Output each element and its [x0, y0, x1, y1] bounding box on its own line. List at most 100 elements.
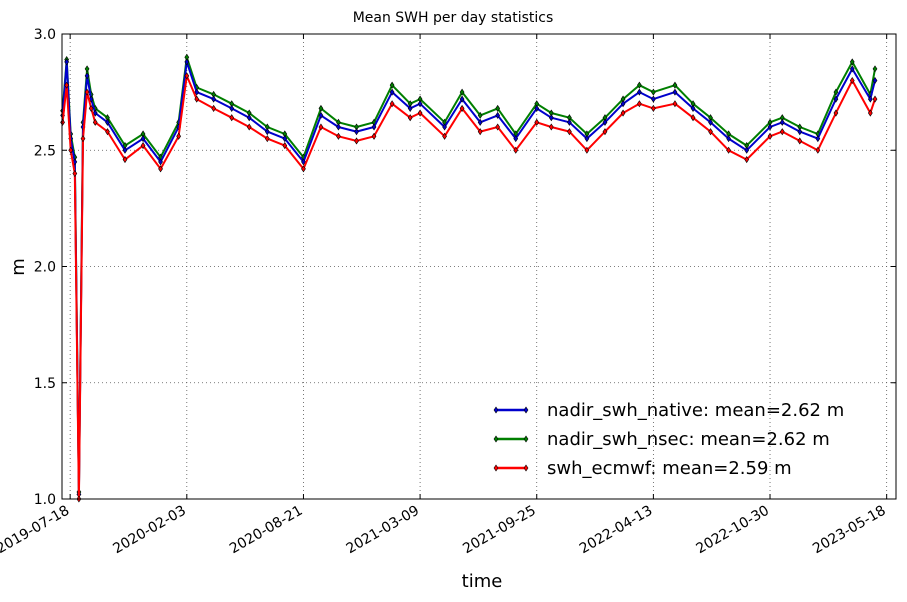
series-marker	[620, 109, 626, 117]
series-marker	[336, 132, 341, 140]
series-marker	[184, 72, 190, 80]
series-marker	[833, 109, 839, 117]
series-marker	[797, 128, 803, 136]
series-marker	[92, 118, 98, 126]
y-tick-label: 3.0	[34, 27, 56, 43]
x-tick-label: 2021-03-09	[344, 503, 422, 558]
series-marker	[318, 104, 324, 112]
series-marker	[88, 95, 94, 103]
series-marker	[417, 100, 423, 108]
series-marker	[318, 111, 324, 119]
legend-marker	[493, 464, 499, 472]
legend-marker	[493, 406, 499, 414]
series-marker	[548, 114, 554, 122]
series-marker	[602, 128, 608, 136]
series-marker	[651, 88, 656, 96]
series-marker	[301, 165, 306, 173]
y-tick-label: 2.0	[34, 260, 56, 276]
series-marker	[407, 114, 413, 122]
series-marker	[534, 104, 540, 112]
x-tick-label: 2021-09-25	[460, 503, 538, 558]
series-marker	[513, 146, 519, 154]
series-marker	[767, 123, 773, 131]
series-marker	[336, 123, 341, 131]
series-marker	[779, 128, 785, 136]
series-marker	[229, 114, 235, 122]
series-marker	[354, 137, 359, 145]
series-marker	[567, 128, 572, 136]
series-marker	[495, 111, 501, 119]
series-marker	[105, 118, 110, 126]
series-marker	[417, 109, 423, 117]
series-marker	[620, 100, 626, 108]
y-axis-title: m	[8, 258, 29, 276]
series-marker	[708, 118, 713, 126]
series-marker	[584, 146, 590, 154]
series-marker	[92, 109, 98, 117]
legend-label: nadir_swh_nsec: mean=2.62 m	[547, 429, 830, 450]
series-marker	[849, 58, 855, 66]
x-tick-label: 2023-05-18	[810, 503, 888, 558]
series-marker	[672, 88, 678, 96]
series-marker	[726, 146, 731, 154]
series-marker	[105, 128, 110, 136]
series-line	[61, 56, 876, 493]
series-marker	[495, 123, 501, 131]
series-marker	[872, 95, 878, 103]
series-marker	[602, 118, 608, 126]
series-marker	[88, 104, 94, 112]
series-marker	[584, 135, 590, 143]
series-marker	[60, 118, 65, 126]
series-marker	[211, 95, 216, 103]
series-marker	[64, 58, 70, 66]
series-marker	[354, 128, 359, 136]
series-marker	[690, 104, 696, 112]
series-marker	[672, 100, 678, 108]
legend-label: swh_ecmwf: mean=2.59 m	[547, 458, 792, 479]
series-marker	[513, 135, 519, 143]
series-marker	[318, 123, 324, 131]
series-marker	[140, 135, 146, 143]
series-marker	[158, 165, 163, 173]
series-marker	[744, 146, 750, 154]
x-tick-label: 2022-10-30	[694, 503, 772, 558]
series-marker	[122, 146, 128, 154]
series-marker	[651, 95, 656, 103]
series-marker	[797, 137, 803, 145]
series-marker	[708, 128, 713, 136]
series-marker	[534, 118, 540, 126]
series-marker	[548, 123, 554, 131]
series-marker	[477, 111, 483, 119]
series-marker	[767, 132, 773, 140]
series-marker	[690, 114, 696, 122]
series-marker	[301, 158, 306, 166]
series-marker	[158, 158, 163, 166]
series-marker	[651, 104, 656, 112]
series-marker	[407, 104, 413, 112]
series-marker	[815, 146, 821, 154]
series-marker	[442, 123, 447, 131]
x-tick-label: 2020-08-21	[227, 503, 305, 558]
series-marker	[68, 146, 74, 154]
series-marker	[744, 156, 750, 164]
legend-marker	[523, 464, 529, 472]
series-marker	[672, 81, 678, 89]
series-marker	[389, 100, 395, 108]
series-marker	[246, 123, 252, 131]
grid	[62, 34, 896, 499]
series-marker	[567, 118, 572, 126]
series-marker	[84, 72, 90, 80]
series-marker	[72, 169, 78, 178]
series-marker	[371, 132, 377, 140]
series-marker	[246, 114, 252, 122]
series-marker	[84, 88, 90, 96]
series-marker	[637, 100, 642, 108]
series-marker	[849, 65, 855, 73]
legend-label: nadir_swh_native: mean=2.62 m	[547, 400, 844, 421]
series-marker	[194, 88, 200, 96]
x-tick-label: 2019-07-18	[0, 503, 72, 558]
series-marker	[264, 128, 270, 136]
y-tick-label: 2.5	[34, 143, 56, 159]
series-marker	[371, 123, 377, 131]
series-marker	[833, 88, 839, 96]
